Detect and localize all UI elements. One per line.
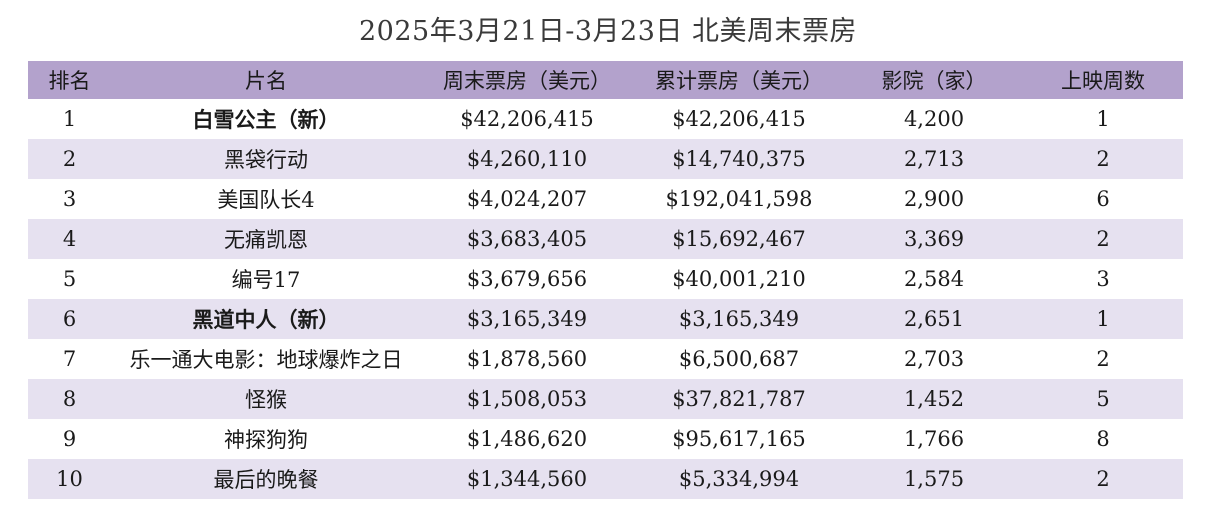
cell-theaters: 4,200 [903,107,965,131]
box-office-table: 排名 片名 周末票房（美元） 累计票房（美元） 影院（家） 上映周数 1 白雪公主… [28,61,1183,499]
table-body: 1 白雪公主（新） $42,206,415 $42,206,415 4,200 1 2 黑袋行… [28,99,1183,499]
column-header-total-gross: 累计票房（美元） [655,69,823,93]
table-row: 1 白雪公主（新） $42,206,415 $42,206,415 4,200 1 [28,99,1183,139]
cell-theaters: 1,575 [903,467,965,491]
cell-total-gross: $37,821,787 [672,387,806,411]
column-header-weekend-gross: 周末票房（美元） [443,69,611,93]
cell-theaters: 2,713 [903,147,965,171]
cell-weekend-gross: $4,024,207 [466,187,588,211]
cell-rank: 5 [62,267,77,291]
table-row: 10 最后的晚餐 $1,344,560 $5,334,994 1,575 2 [28,459,1183,499]
page-title: 2025年3月21日-3月23日 北美周末票房 [359,16,857,47]
cell-weekend-gross: $1,878,560 [466,347,588,371]
cell-weekend-gross: $3,683,405 [466,227,588,251]
cell-film: 怪猴 [245,388,287,412]
cell-rank: 6 [62,307,77,331]
cell-weeks: 3 [1096,267,1110,291]
cell-theaters: 1,452 [903,387,965,411]
cell-rank: 3 [62,187,77,211]
cell-weekend-gross: $3,679,656 [466,267,588,291]
cell-weekend-gross: $42,206,415 [460,107,594,131]
cell-weekend-gross: $4,260,110 [466,147,588,171]
cell-total-gross: $5,334,994 [678,467,800,491]
cell-weeks: 2 [1096,467,1110,491]
table-header-row: 排名 片名 周末票房（美元） 累计票房（美元） 影院（家） 上映周数 [28,61,1183,99]
cell-weekend-gross: $1,508,053 [466,387,588,411]
cell-rank: 10 [56,467,83,491]
cell-rank: 7 [62,347,77,371]
cell-film: 黑道中人（新） [192,307,340,332]
cell-rank: 2 [62,147,77,171]
cell-film: 黑袋行动 [224,148,308,172]
cell-total-gross: $95,617,165 [672,427,806,451]
cell-rank: 4 [62,227,77,251]
column-header-film: 片名 [245,69,287,93]
cell-total-gross: $14,740,375 [672,147,806,171]
cell-weeks: 2 [1096,227,1110,251]
cell-weeks: 5 [1096,387,1110,411]
cell-weeks: 2 [1096,347,1110,371]
table-row: 4 无痛凯恩 $3,683,405 $15,692,467 3,369 2 [28,219,1183,259]
cell-weeks: 6 [1096,187,1110,211]
cell-rank: 1 [62,107,77,131]
cell-total-gross: $42,206,415 [672,107,806,131]
cell-theaters: 2,584 [903,267,965,291]
cell-film: 编号17 [231,268,301,292]
table-row: 3 美国队长4 $4,024,207 $192,041,598 2,900 6 [28,179,1183,219]
cell-weeks: 8 [1096,427,1110,451]
cell-theaters: 2,900 [903,187,965,211]
cell-theaters: 2,651 [903,307,965,331]
cell-weeks: 1 [1096,107,1110,131]
cell-film: 无痛凯恩 [224,228,308,252]
cell-total-gross: $192,041,598 [665,187,813,211]
cell-film: 神探狗狗 [224,428,308,452]
cell-weekend-gross: $1,486,620 [466,427,588,451]
cell-theaters: 2,703 [903,347,965,371]
cell-weekend-gross: $1,344,560 [466,467,588,491]
cell-total-gross: $3,165,349 [678,307,800,331]
cell-total-gross: $15,692,467 [672,227,806,251]
table-row: 8 怪猴 $1,508,053 $37,821,787 1,452 5 [28,379,1183,419]
cell-rank: 9 [62,427,77,451]
cell-film: 最后的晚餐 [213,468,319,492]
cell-total-gross: $6,500,687 [678,347,800,371]
table-row: 9 神探狗狗 $1,486,620 $95,617,165 1,766 8 [28,419,1183,459]
table-row: 5 编号17 $3,679,656 $40,001,210 2,584 3 [28,259,1183,299]
column-header-rank: 排名 [48,69,91,93]
cell-weeks: 2 [1096,147,1110,171]
cell-film: 美国队长4 [217,188,315,212]
cell-weeks: 1 [1096,307,1110,331]
table-row: 2 黑袋行动 $4,260,110 $14,740,375 2,713 2 [28,139,1183,179]
table-row: 6 黑道中人（新） $3,165,349 $3,165,349 2,651 1 [28,299,1183,339]
table-row: 7 乐一通大电影：地球爆炸之日 $1,878,560 $6,500,687 2,703 2 [28,339,1183,379]
cell-weekend-gross: $3,165,349 [466,307,588,331]
cell-film: 白雪公主（新） [192,107,340,132]
cell-total-gross: $40,001,210 [672,267,806,291]
cell-rank: 8 [62,387,77,411]
cell-film: 乐一通大电影：地球爆炸之日 [129,348,403,372]
cell-theaters: 3,369 [903,227,965,251]
column-header-theaters: 影院（家） [881,69,987,93]
cell-theaters: 1,766 [903,427,965,451]
column-header-weeks: 上映周数 [1061,69,1145,93]
